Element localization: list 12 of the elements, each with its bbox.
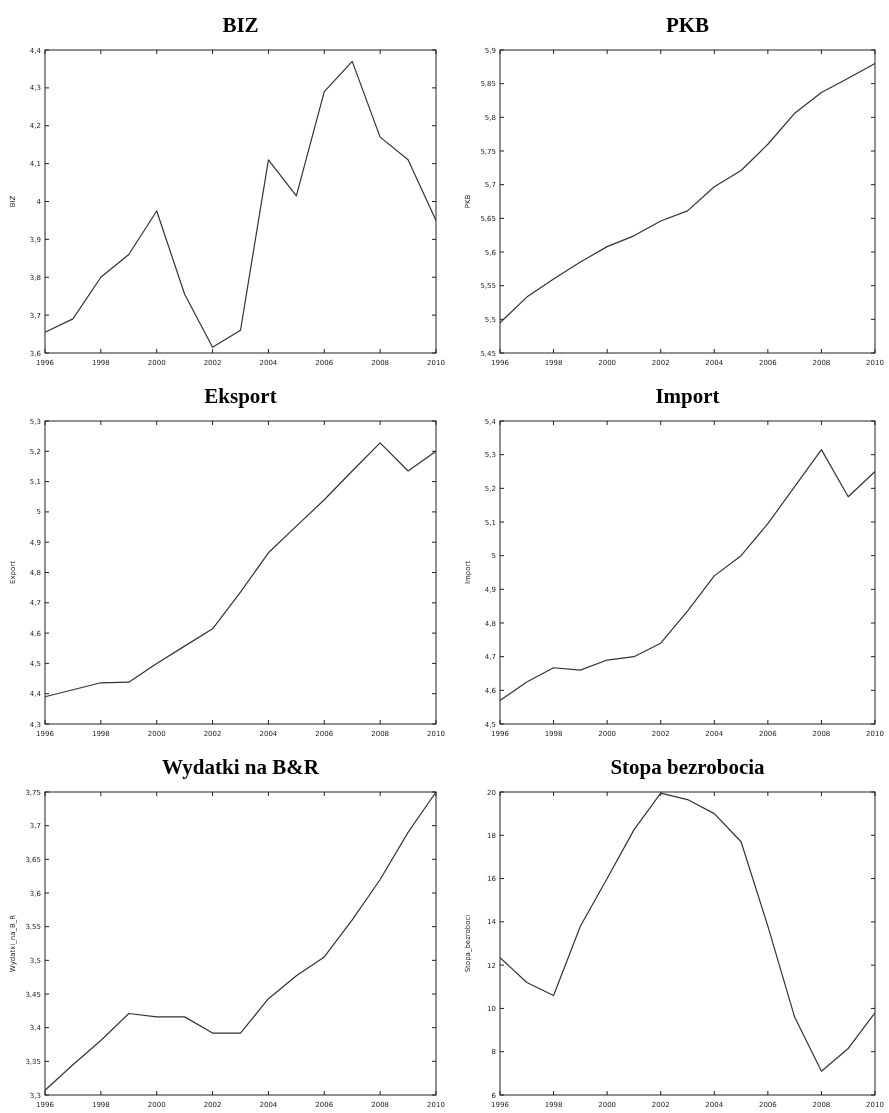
line-series [44,442,437,698]
chart-title: Wydatki na B&R [162,755,320,779]
chart-title: Import [655,384,720,408]
chart-title: Stopa bezrobocia [610,755,766,779]
line-series [44,791,437,1091]
line-series [499,449,876,702]
line-series [44,60,437,348]
line-series [499,62,876,324]
line-series [499,792,876,1072]
chart-title: BIZ [222,13,259,37]
chart-title: Eksport [204,384,277,408]
chart-title: PKB [665,13,710,37]
